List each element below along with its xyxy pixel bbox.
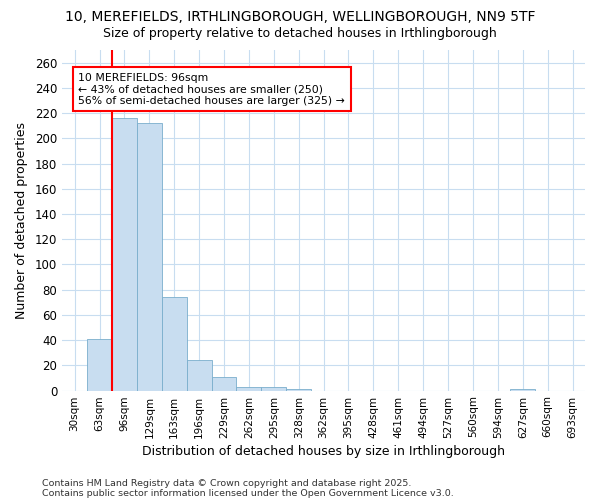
Text: 10 MEREFIELDS: 96sqm
← 43% of detached houses are smaller (250)
56% of semi-deta: 10 MEREFIELDS: 96sqm ← 43% of detached h… [79,72,345,106]
Bar [112,118,137,390]
Bar [212,376,236,390]
X-axis label: Distribution of detached houses by size in Irthlingborough: Distribution of detached houses by size … [142,444,505,458]
Bar [236,387,262,390]
Text: Size of property relative to detached houses in Irthlingborough: Size of property relative to detached ho… [103,28,497,40]
Y-axis label: Number of detached properties: Number of detached properties [15,122,28,319]
Bar [137,123,162,390]
Bar [187,360,212,390]
Text: Contains public sector information licensed under the Open Government Licence v3: Contains public sector information licen… [42,488,454,498]
Text: 10, MEREFIELDS, IRTHLINGBOROUGH, WELLINGBOROUGH, NN9 5TF: 10, MEREFIELDS, IRTHLINGBOROUGH, WELLING… [65,10,535,24]
Bar [87,339,112,390]
Bar [262,387,286,390]
Text: Contains HM Land Registry data © Crown copyright and database right 2025.: Contains HM Land Registry data © Crown c… [42,478,412,488]
Bar [162,297,187,390]
